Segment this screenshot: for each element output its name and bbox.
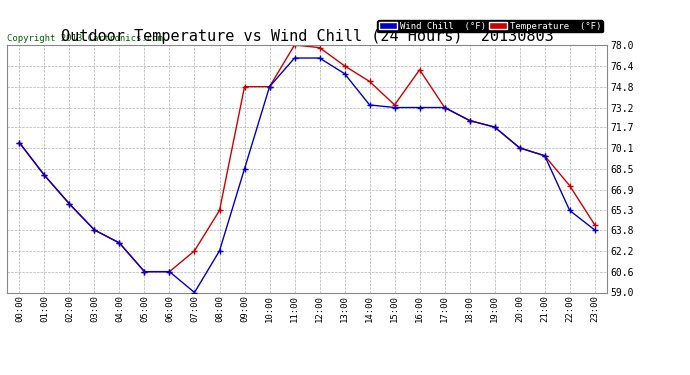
Legend: Wind Chill  (°F), Temperature  (°F): Wind Chill (°F), Temperature (°F) [377,20,602,32]
Title: Outdoor Temperature vs Wind Chill (24 Hours)  20130803: Outdoor Temperature vs Wind Chill (24 Ho… [61,29,553,44]
Text: Copyright 2013 Cartronics.com: Copyright 2013 Cartronics.com [7,33,163,42]
